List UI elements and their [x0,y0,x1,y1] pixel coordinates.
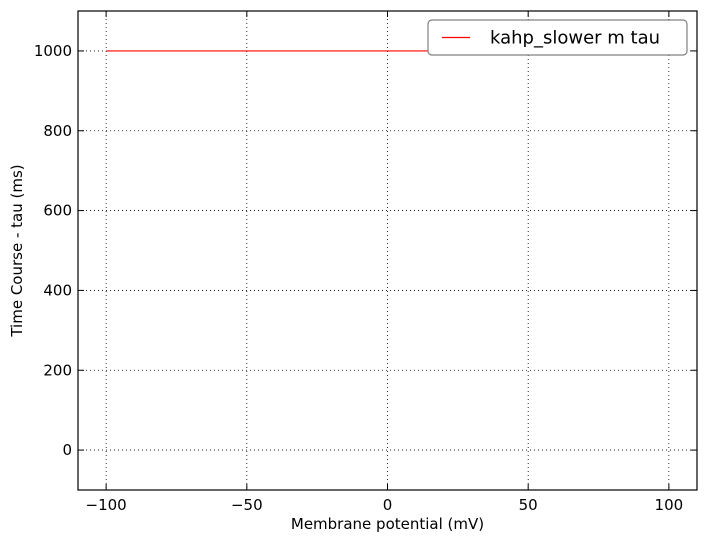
y-tick-label: 1000 [34,42,72,60]
y-tick-label: 0 [62,441,72,459]
y-tick-label: 400 [43,281,72,299]
y-tick-label: 800 [43,122,72,140]
x-tick-label: −50 [231,496,263,514]
ticks [78,11,697,490]
legend: kahp_slower m tau [427,19,688,56]
y-axis-label: Time Course - tau (ms) [8,164,26,337]
x-tick-label: 0 [383,496,393,514]
x-axis-label: Membrane potential (mV) [291,515,484,533]
y-tick-label: 600 [43,202,72,220]
y-tick-label: 200 [43,361,72,379]
legend-label: kahp_slower m tau [490,28,660,49]
legend-box [427,19,688,56]
x-tick-label: 100 [655,496,684,514]
x-tick-label: 50 [519,496,538,514]
x-tick-label: −100 [86,496,127,514]
